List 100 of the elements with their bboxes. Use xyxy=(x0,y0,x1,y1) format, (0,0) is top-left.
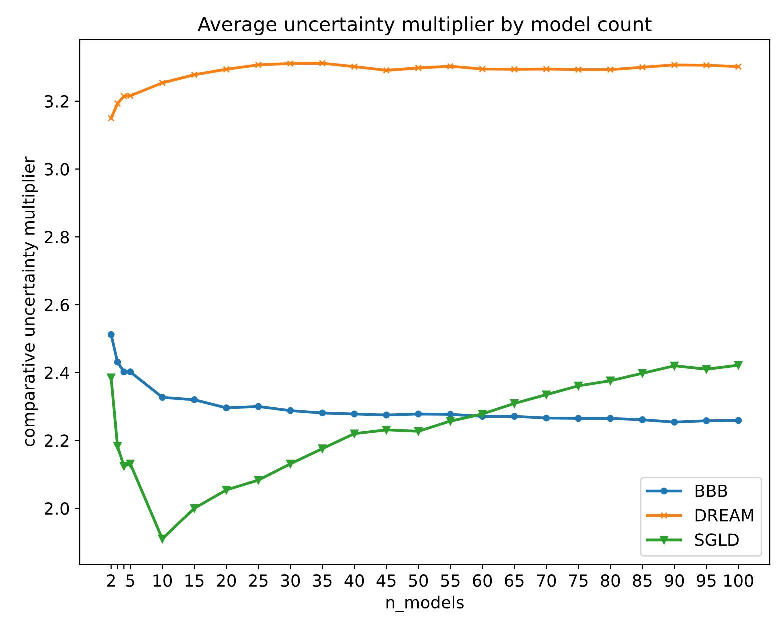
point xyxy=(575,66,582,74)
point xyxy=(190,504,199,513)
legend-label: BBB xyxy=(696,484,728,498)
x-tick-label: 10 xyxy=(154,574,172,588)
point xyxy=(108,331,115,338)
point xyxy=(127,368,134,376)
point xyxy=(114,442,122,451)
point xyxy=(574,382,583,390)
y-tick-label: 2.0 xyxy=(44,502,70,516)
point xyxy=(351,410,358,418)
y-tick-label: 2.8 xyxy=(44,231,70,244)
x-tick-label: 55 xyxy=(441,574,460,588)
point xyxy=(383,412,390,419)
point xyxy=(126,460,135,468)
point xyxy=(382,426,391,434)
point xyxy=(446,417,455,426)
y-tick-label: 3.0 xyxy=(45,163,70,176)
point xyxy=(703,418,710,424)
x-tick-label: 5 xyxy=(126,574,134,588)
point xyxy=(287,407,294,414)
point xyxy=(222,486,231,494)
point xyxy=(639,64,646,71)
x-tick-label: 35 xyxy=(313,574,332,588)
point xyxy=(575,415,582,422)
point xyxy=(671,418,678,426)
point xyxy=(607,66,614,74)
point xyxy=(254,476,263,485)
point xyxy=(638,369,647,378)
point xyxy=(447,63,454,70)
point xyxy=(120,462,128,471)
x-tick-label: 90 xyxy=(665,574,684,588)
x-tick-label: 80 xyxy=(601,574,620,588)
point xyxy=(670,362,679,370)
point xyxy=(114,100,122,108)
point xyxy=(319,60,326,67)
point xyxy=(511,66,518,74)
point xyxy=(107,374,116,382)
point xyxy=(159,80,166,87)
point xyxy=(351,63,358,70)
point xyxy=(158,534,167,544)
point xyxy=(114,358,122,366)
x-tick-label: 65 xyxy=(505,574,524,588)
point xyxy=(542,390,551,400)
x-tick-label: 100 xyxy=(724,574,754,588)
point xyxy=(383,67,390,74)
point xyxy=(318,444,327,453)
x-tick-label: 70 xyxy=(537,574,556,588)
point xyxy=(415,410,422,418)
point xyxy=(703,62,710,69)
point xyxy=(120,368,128,376)
point xyxy=(607,415,614,422)
point xyxy=(543,414,550,422)
point xyxy=(286,460,295,468)
point xyxy=(159,394,166,402)
point xyxy=(671,62,678,69)
x-tick-label: 20 xyxy=(217,574,236,588)
legend-label: DREAM xyxy=(696,509,754,522)
x-tick-label: 50 xyxy=(409,574,428,588)
point xyxy=(734,361,743,370)
point xyxy=(479,66,486,73)
point xyxy=(108,114,115,122)
point xyxy=(639,416,646,424)
legend-label: SGLD xyxy=(695,534,739,546)
point xyxy=(350,430,359,438)
point xyxy=(511,413,518,420)
x-tick-label: 85 xyxy=(633,574,652,588)
point xyxy=(255,62,262,69)
x-tick-label: 60 xyxy=(473,574,492,588)
x-axis-title: n_models xyxy=(386,596,464,612)
x-tick-label: 30 xyxy=(281,574,300,588)
point xyxy=(447,411,454,418)
point xyxy=(415,64,422,72)
y-tick-label: 3.2 xyxy=(45,95,69,108)
x-tick-label: 45 xyxy=(376,574,396,588)
point xyxy=(478,410,487,418)
x-tick-label: 2 xyxy=(107,574,115,587)
point xyxy=(191,396,198,404)
point xyxy=(735,417,742,424)
y-tick-label: 2.4 xyxy=(44,366,70,380)
x-tick-label: 95 xyxy=(697,574,716,588)
x-tick-label: 15 xyxy=(186,574,204,588)
point xyxy=(223,404,230,412)
point xyxy=(543,66,550,73)
point xyxy=(319,410,326,417)
point xyxy=(223,66,230,74)
point xyxy=(191,72,198,78)
x-tick-label: 75 xyxy=(569,574,588,588)
chart-title: Average uncertainty multiplier by model count xyxy=(198,16,652,36)
y-tick-label: 2.6 xyxy=(44,298,70,312)
y-tick-label: 2.2 xyxy=(44,434,69,448)
point xyxy=(255,403,262,410)
y-axis-title: comparative uncertainty multiplier xyxy=(22,156,38,446)
point xyxy=(414,427,423,436)
point xyxy=(735,63,742,70)
point xyxy=(606,376,615,386)
point xyxy=(510,400,519,408)
x-tick-label: 40 xyxy=(344,574,364,588)
point xyxy=(702,365,711,374)
x-tick-label: 25 xyxy=(249,574,268,588)
point xyxy=(287,60,294,68)
